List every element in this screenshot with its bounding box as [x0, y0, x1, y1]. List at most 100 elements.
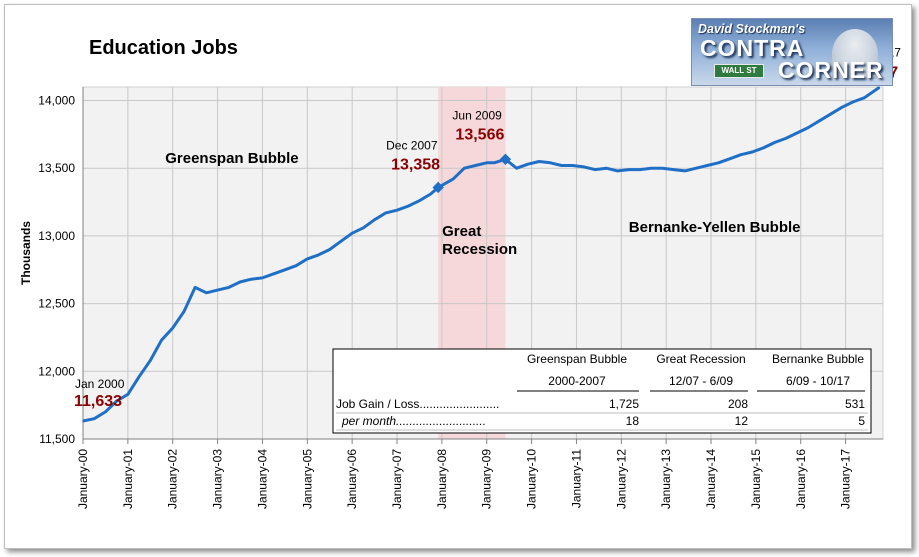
- y-tick-label: 12,000: [38, 364, 75, 378]
- x-tick-label: January-09: [480, 449, 494, 509]
- series-point: [605, 167, 608, 170]
- series-point: [340, 240, 342, 243]
- series-point: [807, 126, 810, 129]
- series-point: [317, 254, 320, 256]
- series-point: [328, 248, 331, 251]
- y-tick-label: 12,500: [38, 297, 75, 311]
- table-cell: 5: [858, 414, 865, 428]
- series-point: [661, 167, 664, 170]
- series-point: [463, 167, 466, 170]
- table-cell: 531: [845, 397, 865, 411]
- table-cell: 18: [626, 414, 640, 428]
- x-tick-label: January-00: [76, 449, 90, 509]
- series-point: [538, 160, 540, 163]
- table-row-label: Job Gain / Loss........................: [336, 397, 499, 411]
- capitol-dome-image: [832, 29, 878, 79]
- x-tick-label: January-05: [300, 449, 314, 509]
- series-point: [493, 162, 496, 164]
- series-point: [583, 166, 585, 168]
- series-point: [560, 164, 563, 167]
- series-point: [429, 193, 432, 195]
- point-marker: [432, 181, 444, 194]
- series-point: [796, 132, 798, 134]
- series-point: [672, 168, 675, 171]
- series-point: [829, 113, 832, 115]
- series-point: [695, 167, 697, 170]
- series-point: [594, 168, 596, 171]
- series-point: [115, 400, 118, 402]
- table-period-header: 2000-2007: [548, 374, 606, 388]
- series-point: [627, 168, 630, 171]
- series-point: [740, 153, 742, 156]
- x-tick-label: January-14: [704, 449, 718, 509]
- series-point: [474, 164, 477, 167]
- series-point: [295, 264, 297, 267]
- series-point: [127, 393, 129, 396]
- x-tick-label: January-07: [390, 449, 404, 509]
- series-point: [785, 137, 787, 140]
- series-point: [773, 141, 776, 144]
- chart-svg: 11,500 12,000 12,500 13,000 13,500 14,000 Janu…: [19, 37, 901, 509]
- series-point: [762, 147, 765, 149]
- series-point: [149, 359, 152, 362]
- series-point: [841, 106, 843, 109]
- x-tick-label: January-11: [569, 449, 583, 508]
- series-point: [284, 268, 286, 271]
- series-point: [93, 417, 96, 420]
- y-tick-label: 14,000: [38, 94, 75, 108]
- x-tick-label: January-06: [345, 449, 359, 509]
- contra-corner-logo: David Stockman's CONTRA WALL ST CORNER: [691, 18, 893, 86]
- table-cell: 1,725: [609, 397, 639, 411]
- series-point: [272, 273, 275, 275]
- series-point: [362, 227, 365, 229]
- recession-label-line2: Recession: [442, 241, 517, 258]
- series-point: [239, 281, 241, 283]
- series-point: [396, 209, 398, 211]
- series-point: [452, 178, 454, 180]
- point-marker: [499, 153, 512, 165]
- greenspan-annotation: Greenspan Bubble: [165, 150, 298, 167]
- series-point: [639, 168, 641, 171]
- x-tick-label: January-08: [435, 449, 449, 509]
- x-tick-label: January-17: [839, 449, 853, 509]
- series-point: [878, 86, 881, 89]
- table-cell: 208: [728, 397, 748, 411]
- point-date-label: Dec 2007: [386, 138, 438, 152]
- series-point: [104, 411, 107, 413]
- series-point: [571, 164, 574, 167]
- x-tick-label: January-13: [659, 449, 673, 509]
- y-axis-label: Thousands: [19, 221, 33, 285]
- x-tick-label: January-04: [255, 449, 269, 509]
- point-value-label: 13,566: [455, 126, 504, 143]
- x-tick-label: January-15: [749, 449, 763, 509]
- series-point: [515, 167, 518, 170]
- recession-label-line1: Great: [442, 223, 481, 240]
- logo-line3: CORNER: [778, 57, 884, 83]
- x-tick-label: January-16: [794, 449, 808, 509]
- table-column-header: Greenspan Bubble: [527, 352, 627, 366]
- x-tick-label: January-12: [614, 449, 628, 509]
- series-point: [82, 420, 84, 422]
- series-point: [616, 170, 619, 172]
- table-column-header: Bernanke Bubble: [772, 352, 864, 366]
- logo-line1: David Stockman's: [698, 22, 806, 36]
- x-tick-label: January-01: [121, 449, 135, 509]
- series-point: [250, 278, 253, 281]
- series-point: [684, 170, 686, 172]
- series-point: [194, 286, 196, 289]
- series-point: [171, 327, 174, 329]
- chart-title: Education Jobs: [89, 37, 238, 59]
- series-point: [407, 205, 410, 207]
- series-point: [728, 157, 731, 160]
- series-point: [717, 162, 720, 164]
- logo-line2: CONTRA: [700, 35, 805, 61]
- series-point: [650, 167, 653, 170]
- series-point: [385, 212, 387, 214]
- series-point: [216, 289, 219, 291]
- series-point: [205, 291, 208, 294]
- series-line: [82, 86, 881, 423]
- chart-frame: 11,500 12,000 12,500 13,000 13,500 14,000 Janu…: [4, 4, 912, 549]
- series-point: [138, 375, 140, 378]
- series-point: [183, 310, 185, 313]
- table-period-header: 12/07 - 6/09: [669, 374, 733, 388]
